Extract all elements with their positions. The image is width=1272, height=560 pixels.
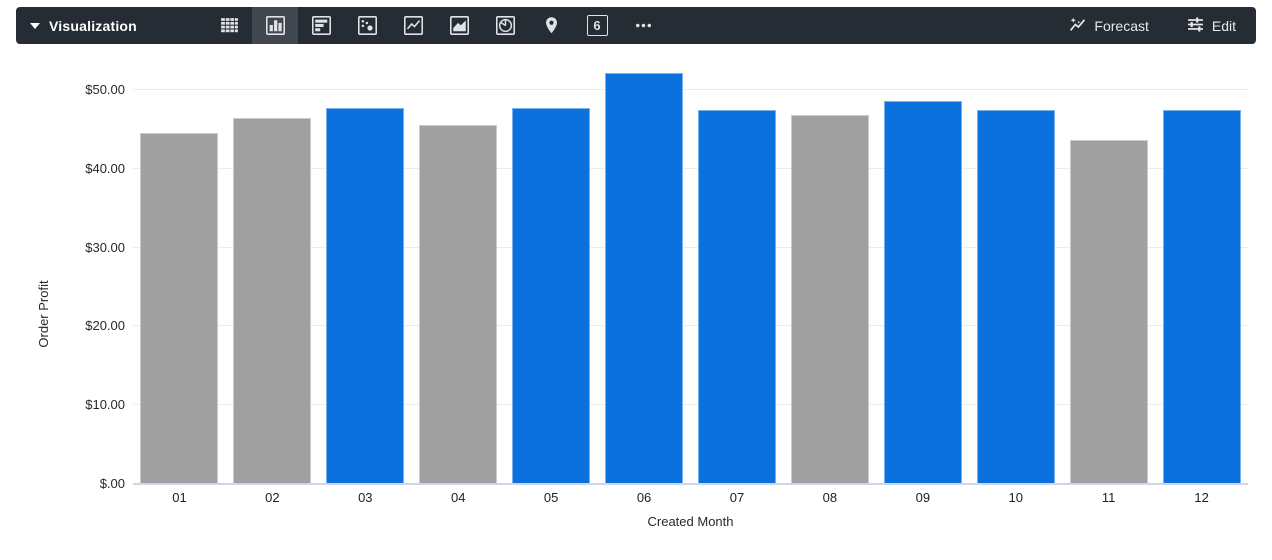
bar-month-08[interactable] (790, 115, 869, 484)
forecast-sparkle-icon (1069, 16, 1086, 36)
scatter-plot-icon (357, 15, 378, 36)
column-chart: Order Profit $.00 $10.00 $20.00 $30.00 $40.0… (0, 44, 1272, 560)
bar-slot (969, 60, 1062, 484)
x-tick-label: 04 (450, 490, 466, 505)
bar-slot (876, 60, 969, 484)
gridline (133, 325, 1248, 327)
ellipsis-icon (633, 15, 654, 36)
x-axis-baseline (133, 483, 1248, 485)
x-tick-label: 07 (729, 490, 745, 505)
bar-slot (226, 60, 319, 484)
bar-month-05[interactable] (512, 108, 591, 484)
tune-sliders-icon (1187, 16, 1204, 36)
x-tick-label: 02 (265, 490, 280, 505)
pie-chart-icon (495, 15, 516, 36)
viz-type-scatter-button[interactable] (344, 7, 390, 44)
y-tick-label: $20.00 (85, 318, 125, 334)
gridline (133, 167, 1248, 169)
visualization-dropdown[interactable]: Visualization (16, 18, 192, 34)
bar-slot (598, 60, 691, 484)
bar-chart-icon (311, 15, 332, 36)
x-axis-labels: 01 02 03 04 05 06 07 08 09 10 11 12 (133, 490, 1248, 505)
y-tick-label: $10.00 (85, 397, 125, 413)
forecast-button-label: Forecast (1094, 17, 1149, 34)
viz-type-more-button[interactable] (620, 7, 666, 44)
viz-type-table-button[interactable] (206, 7, 252, 44)
x-tick-label: 11 (1101, 490, 1116, 505)
x-axis-title: Created Month (647, 514, 734, 529)
bar-month-03[interactable] (326, 108, 405, 484)
map-pin-icon (541, 15, 562, 36)
chevron-down-icon (30, 22, 40, 29)
area-chart-icon (449, 15, 470, 36)
single-value-icon: 6 (586, 15, 608, 36)
gridline (133, 88, 1248, 90)
gridline (133, 404, 1248, 406)
bar-slot (783, 60, 876, 484)
visualization-toolbar: Visualization (16, 7, 1256, 44)
x-tick-label: 05 (543, 490, 559, 505)
bar-slot (319, 60, 412, 484)
bar-month-06[interactable] (605, 72, 684, 484)
y-tick-label: $30.00 (85, 239, 125, 255)
bars-container (133, 60, 1248, 484)
edit-button[interactable]: Edit (1187, 16, 1236, 36)
line-chart-icon (403, 15, 424, 36)
viz-type-map-button[interactable] (528, 7, 574, 44)
bar-slot (505, 60, 598, 484)
table-icon (219, 15, 240, 36)
bar-month-01[interactable] (140, 132, 219, 484)
bar-month-11[interactable] (1069, 139, 1148, 484)
forecast-button[interactable]: Forecast (1069, 16, 1149, 36)
x-tick-label: 01 (172, 490, 187, 505)
bar-month-04[interactable] (419, 124, 498, 484)
y-tick-label: $.00 (99, 476, 125, 491)
viz-type-line-button[interactable] (390, 7, 436, 44)
viz-type-switcher: 6 (206, 7, 666, 44)
viz-type-single-value-button[interactable]: 6 (574, 7, 620, 44)
viz-type-area-button[interactable] (436, 7, 482, 44)
bar-slot (412, 60, 505, 484)
y-tick-label: $40.00 (85, 160, 125, 176)
bar-slot (133, 60, 226, 484)
bar-month-07[interactable] (697, 110, 776, 484)
x-tick-label: 08 (822, 490, 838, 505)
single-value-glyph: 6 (593, 18, 601, 33)
viz-type-column-button[interactable] (252, 7, 298, 44)
x-tick-label: 09 (915, 490, 931, 505)
bar-month-09[interactable] (883, 100, 962, 484)
edit-button-label: Edit (1211, 17, 1236, 34)
bar-month-02[interactable] (233, 117, 312, 484)
x-tick-label: 03 (358, 490, 373, 505)
x-tick-label: 12 (1194, 490, 1209, 505)
bar-slot (1155, 60, 1248, 484)
y-tick-label: $50.00 (85, 81, 125, 97)
x-tick-label: 06 (636, 490, 652, 505)
visualization-dropdown-label: Visualization (49, 17, 137, 34)
bar-slot (691, 60, 784, 484)
column-chart-icon (265, 15, 286, 36)
viz-type-bar-button[interactable] (298, 7, 344, 44)
plot-area (133, 60, 1248, 485)
bar-month-12[interactable] (1162, 110, 1241, 484)
bar-month-10[interactable] (976, 110, 1055, 484)
bar-slot (1062, 60, 1155, 484)
x-tick-label: 10 (1008, 490, 1023, 505)
y-axis-labels: $.00 $10.00 $20.00 $30.00 $40.00 $50.00 (0, 60, 125, 491)
viz-type-pie-button[interactable] (482, 7, 528, 44)
gridline (133, 246, 1248, 248)
